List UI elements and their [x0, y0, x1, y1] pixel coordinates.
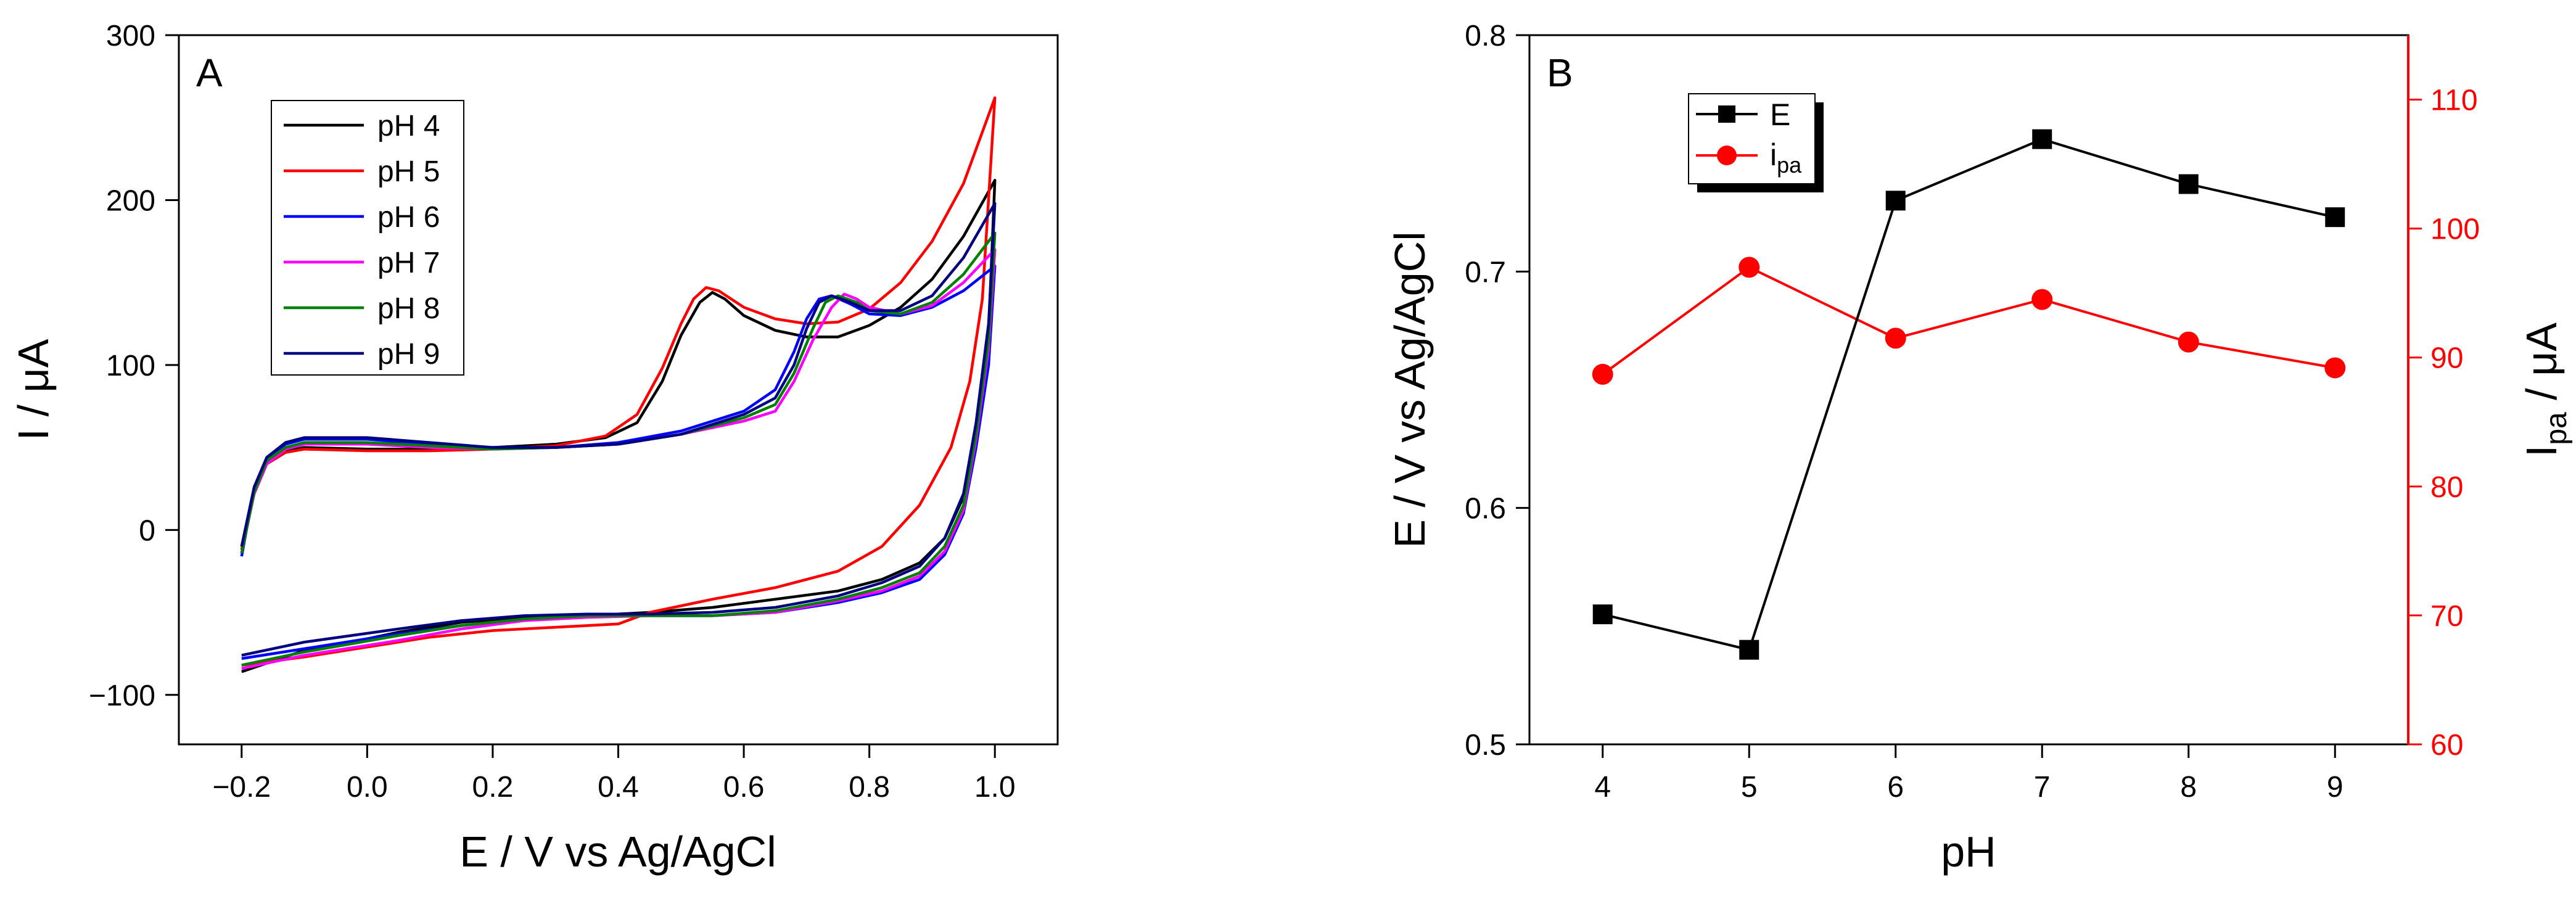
panel-a-legend-box: [271, 100, 464, 376]
panel-b-right-y-tick-label: 80: [2430, 471, 2463, 504]
legend-e-label: E: [1770, 97, 1790, 132]
ipa-point-ph5: [1739, 257, 1760, 278]
right-axis-title-suffix: / μA: [2517, 323, 2566, 413]
panel-a-x-tick-label: 0.6: [723, 771, 765, 804]
panel-a-x-tick-label: −0.2: [212, 771, 271, 804]
right-axis-title-main: I: [2517, 445, 2566, 457]
panel-b-x-tick-label: 8: [2180, 771, 2197, 804]
legend-ipa-label-main: i: [1770, 138, 1777, 172]
e-point-ph4: [1592, 604, 1613, 625]
panel-a-label: A: [196, 51, 223, 95]
panel-b-left-y-axis-title: E / V vs Ag/AgCl: [1386, 231, 1434, 548]
ipa-point-ph7: [2031, 289, 2053, 310]
panel-b-label: B: [1547, 51, 1573, 95]
panel-a-x-tick-label: 0.0: [347, 771, 388, 804]
legend-ipa-label-sub: pa: [1777, 152, 1802, 178]
ipa-point-ph6: [1885, 327, 1906, 349]
panel-b-x-tick-label: 7: [2034, 771, 2051, 804]
ipa-point-ph8: [2178, 331, 2199, 353]
panel-b-x-ticks: 4 5 6 7 8 9: [1594, 744, 2344, 804]
panel-b-legend-box: [1688, 93, 1816, 184]
legend-label-ph-8: pH 8: [377, 292, 440, 325]
panel-b-right-y-tick-label: 90: [2430, 342, 2463, 375]
panel-b-right-y-tick-label: 60: [2430, 729, 2463, 762]
panel-a-x-tick-label: 0.8: [849, 771, 890, 804]
panel-a-y-tick-label: 200: [106, 184, 155, 217]
panel-b-right-y-axis-title: Ipa / μA: [2517, 323, 2573, 458]
panel-a-y-tick-label: 100: [106, 350, 155, 382]
panel-b-left-y-tick-label: 0.5: [1465, 729, 1506, 762]
legend-label-ph-7: pH 7: [377, 247, 440, 279]
e-series-line: [1602, 138, 2335, 652]
panel-b-x-tick-label: 6: [1887, 771, 1904, 804]
panel-a-y-tick-label: 300: [106, 20, 155, 52]
panel-b-right-y-ticks: 60 70 80 90 100 110: [2408, 84, 2480, 762]
panel-a-x-tick-label: 1.0: [974, 771, 1016, 804]
cv-curve-ph-9: [240, 202, 997, 657]
panel-b-x-tick-label: 9: [2327, 771, 2344, 804]
legend-label-ph-6: pH 6: [377, 201, 440, 234]
panel-a-legend-items: pH 4 pH 5 pH 6 pH 7 pH 8 pH 9: [284, 110, 440, 371]
panel-a-x-ticks: −0.2 0.0 0.2 0.4 0.6 0.8 1.0: [212, 744, 1016, 804]
ipa-point-ph4: [1592, 363, 1613, 385]
panel-b-legend: E ipa: [1688, 93, 1824, 192]
panel-a-x-axis-title: E / V vs Ag/AgCl: [459, 828, 776, 876]
panel-b-right-y-tick-label: 70: [2430, 600, 2463, 633]
panel-b-left-y-tick-label: 0.8: [1465, 20, 1506, 52]
panel-a-y-ticks: −100 0 100 200 300: [89, 20, 179, 712]
legend-label-ph-4: pH 4: [377, 110, 440, 142]
panel-a-legend: pH 4 pH 5 pH 6 pH 7 pH 8 pH 9: [271, 100, 464, 376]
panel-b-x-axis-title: pH: [1941, 828, 1996, 876]
e-point-ph6: [1885, 191, 1906, 211]
cv-curve-ph-8: [240, 231, 997, 667]
ipa-point-ph9: [2324, 357, 2346, 379]
right-axis-title-sub: pa: [2540, 412, 2573, 445]
panel-a-y-tick-label: −100: [89, 680, 155, 712]
panel-a-y-tick-label: 0: [139, 514, 155, 547]
legend-label-ph-5: pH 5: [377, 155, 440, 188]
panel-a-curves: [240, 96, 997, 673]
ipa-series-line: [1602, 266, 2335, 376]
panel-a-y-axis-title: I / μA: [9, 339, 57, 440]
legend-label-ph-9: pH 9: [377, 338, 440, 371]
e-point-ph9: [2325, 207, 2345, 228]
panel-b-left-y-tick-label: 0.6: [1465, 493, 1506, 525]
panel-b-right-y-tick-label: 110: [2430, 84, 2478, 117]
panel-a-x-tick-label: 0.2: [472, 771, 514, 804]
panel-a-x-tick-label: 0.4: [598, 771, 639, 804]
legend-ipa-marker: [1717, 146, 1737, 165]
legend-e-marker: [1718, 105, 1735, 123]
panel-b-x-tick-label: 4: [1594, 771, 1611, 804]
panel-b-left-y-tick-label: 0.7: [1465, 256, 1506, 289]
e-point-ph7: [2032, 129, 2052, 149]
e-point-ph5: [1739, 640, 1759, 660]
panel-b-plot-frame: [1528, 34, 2409, 746]
panel-b-left-y-ticks: 0.5 0.6 0.7 0.8: [1465, 20, 1529, 762]
e-point-ph8: [2178, 174, 2199, 194]
panel-b-right-y-tick-label: 100: [2430, 213, 2480, 246]
legend-ipa-label: ipa: [1770, 138, 1802, 178]
panel-b-x-tick-label: 5: [1741, 771, 1758, 804]
panel-b-series: [1592, 129, 2346, 660]
